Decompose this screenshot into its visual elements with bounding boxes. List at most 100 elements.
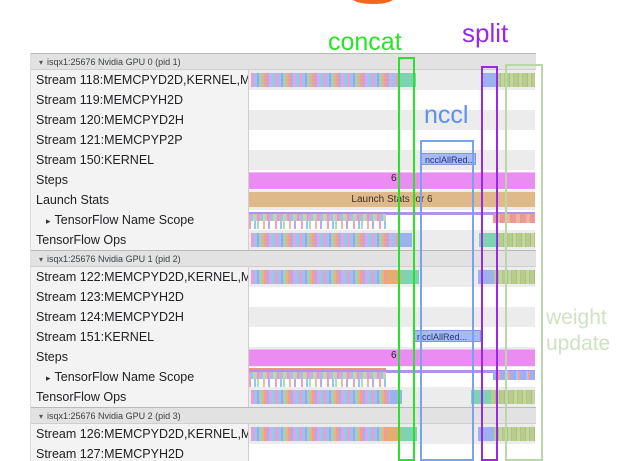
row-label-stream120: Stream 120:MEMCPYD2H: [31, 110, 249, 130]
split-annotation-box: [481, 66, 498, 461]
section-header-label: isqx1:25676 Nvidia GPU 0 (pid 1): [47, 57, 181, 67]
name-scope-span[interactable]: [249, 368, 386, 370]
section-header-gpu0[interactable]: ▾ isqx1:25676 Nvidia GPU 0 (pid 1): [31, 53, 536, 70]
trace-event[interactable]: [386, 270, 401, 284]
section-header-label: isqx1:25676 Nvidia GPU 2 (pid 3): [47, 411, 181, 421]
cutoff-orange-annotation: [353, 0, 393, 4]
row-label-stream122: Stream 122:MEMCPYD2D,KERNEL,MI: [31, 267, 249, 287]
row-label-tf-ops: TensorFlow Ops: [31, 230, 249, 250]
trace-event-split[interactable]: [481, 73, 496, 87]
row-track[interactable]: [249, 210, 535, 230]
row-label-text: TensorFlow Name Scope: [54, 213, 195, 227]
chevron-down-icon: ▾: [39, 255, 44, 264]
name-scope-events[interactable]: [249, 214, 386, 221]
table-row[interactable]: Stream 126:MEMCPYD2D,KERNEL,MI: [31, 424, 536, 444]
table-row[interactable]: Stream 120:MEMCPYD2H: [31, 110, 536, 130]
trace-viewer-panel: ▾ isqx1:25676 Nvidia GPU 0 (pid 1) Stream…: [30, 53, 536, 461]
name-scope-events[interactable]: [249, 372, 386, 379]
trace-event[interactable]: [386, 427, 401, 441]
name-scope-events-right[interactable]: [493, 371, 535, 380]
section-header-gpu2[interactable]: ▾ isqx1:25676 Nvidia GPU 2 (pid 3): [31, 407, 536, 424]
nccl-annotation-box: [420, 140, 474, 461]
table-row[interactable]: TensorFlow Ops: [31, 387, 536, 407]
section-header-gpu1[interactable]: ▾ isqx1:25676 Nvidia GPU 1 (pid 2): [31, 250, 536, 267]
row-track[interactable]: [249, 130, 535, 150]
row-track[interactable]: [249, 70, 535, 90]
row-track[interactable]: Launch Stats for 6: [249, 190, 535, 210]
trace-events-dense[interactable]: [251, 73, 399, 87]
chevron-down-icon: ▾: [39, 58, 44, 67]
row-track[interactable]: ncclAllRed...: [249, 150, 535, 170]
table-row[interactable]: Stream 151:KERNEL ncclAllRed...: [31, 327, 536, 347]
table-row[interactable]: Launch Stats Launch Stats for 6: [31, 190, 536, 210]
name-scope-events[interactable]: [249, 221, 386, 229]
trace-events-dense[interactable]: [251, 390, 390, 404]
name-scope-events-right[interactable]: [493, 214, 535, 223]
trace-events-weight-update[interactable]: [494, 427, 535, 441]
table-row[interactable]: Stream 124:MEMCPYD2H: [31, 307, 536, 327]
row-label-stream123: Stream 123:MEMCPYH2D: [31, 287, 249, 307]
steps-bar[interactable]: [249, 172, 535, 189]
name-scope-span[interactable]: [249, 212, 535, 215]
trace-events-weight-update[interactable]: [491, 390, 535, 404]
trace-events-dense[interactable]: [251, 427, 386, 441]
row-label-stream150: Stream 150:KERNEL: [31, 150, 249, 170]
table-row[interactable]: TensorFlow Ops: [31, 230, 536, 250]
row-track[interactable]: [249, 287, 535, 307]
table-row[interactable]: Stream 123:MEMCPYH2D: [31, 287, 536, 307]
trace-events-dense[interactable]: [251, 233, 399, 247]
table-row[interactable]: Stream 122:MEMCPYD2D,KERNEL,MI: [31, 267, 536, 287]
row-track[interactable]: 6: [249, 347, 535, 367]
concat-annotation-box: [398, 57, 415, 461]
row-label-stream127: Stream 127:MEMCPYH2D: [31, 444, 249, 461]
row-label-stream126: Stream 126:MEMCPYD2D,KERNEL,MI: [31, 424, 249, 444]
name-scope-span[interactable]: [249, 370, 535, 373]
trace-events-weight-update[interactable]: [494, 270, 535, 284]
row-label-tf-ops: TensorFlow Ops: [31, 387, 249, 407]
weight-update-annotation-label: weight update: [546, 306, 611, 356]
steps-bar[interactable]: [249, 349, 535, 366]
chevron-right-icon[interactable]: ▸: [46, 216, 51, 226]
row-label-stream118: Stream 118:MEMCPYD2D,KERNEL,ME: [31, 70, 249, 90]
table-row[interactable]: Steps 6: [31, 170, 536, 190]
table-row[interactable]: ▸ TensorFlow Name Scope: [31, 367, 536, 387]
row-track[interactable]: [249, 367, 535, 387]
row-track[interactable]: [249, 90, 535, 110]
trace-event[interactable]: [479, 233, 499, 247]
step-number: 6: [391, 173, 397, 184]
name-scope-events[interactable]: [249, 379, 386, 387]
row-label-stream119: Stream 119:MEMCPYH2D: [31, 90, 249, 110]
section-header-label: isqx1:25676 Nvidia GPU 1 (pid 2): [47, 254, 181, 264]
trace-events-dense[interactable]: [251, 270, 386, 284]
step-number: 6: [391, 350, 397, 361]
row-label-launch-stats: Launch Stats: [31, 190, 249, 210]
table-row[interactable]: ▸ TensorFlow Name Scope: [31, 210, 536, 230]
chevron-right-icon[interactable]: ▸: [46, 373, 51, 383]
nccl-allreduce-event[interactable]: ncclAllRed...: [421, 153, 476, 165]
row-label-stream124: Stream 124:MEMCPYD2H: [31, 307, 249, 327]
row-label-tf-name-scope[interactable]: ▸ TensorFlow Name Scope: [31, 210, 249, 230]
row-track[interactable]: [249, 424, 535, 444]
chevron-down-icon: ▾: [39, 412, 44, 421]
nccl-annotation-label: nccl: [424, 101, 469, 129]
row-label-tf-name-scope[interactable]: ▸ TensorFlow Name Scope: [31, 367, 249, 387]
table-row[interactable]: Steps 6: [31, 347, 536, 367]
table-row[interactable]: Stream 119:MEMCPYH2D: [31, 90, 536, 110]
row-label-steps: Steps: [31, 347, 249, 367]
row-track[interactable]: [249, 230, 535, 250]
trace-events-weight-update[interactable]: [499, 233, 535, 247]
table-row[interactable]: Stream 118:MEMCPYD2D,KERNEL,ME: [31, 70, 536, 90]
launch-stats-bar[interactable]: Launch Stats for 6: [249, 192, 535, 207]
trace-event-concat[interactable]: [399, 73, 416, 87]
row-track[interactable]: [249, 110, 535, 130]
row-label-text: TensorFlow Name Scope: [54, 370, 195, 384]
trace-event[interactable]: [399, 233, 412, 247]
table-row[interactable]: Stream 121:MEMCPYP2P: [31, 130, 536, 150]
row-track[interactable]: [249, 267, 535, 287]
table-row[interactable]: Stream 127:MEMCPYH2D: [31, 444, 536, 461]
row-track[interactable]: [249, 307, 535, 327]
row-track[interactable]: [249, 444, 535, 461]
row-track[interactable]: ncclAllRed...: [249, 327, 535, 347]
table-row[interactable]: Stream 150:KERNEL ncclAllRed...: [31, 150, 536, 170]
row-track[interactable]: 6: [249, 170, 535, 190]
